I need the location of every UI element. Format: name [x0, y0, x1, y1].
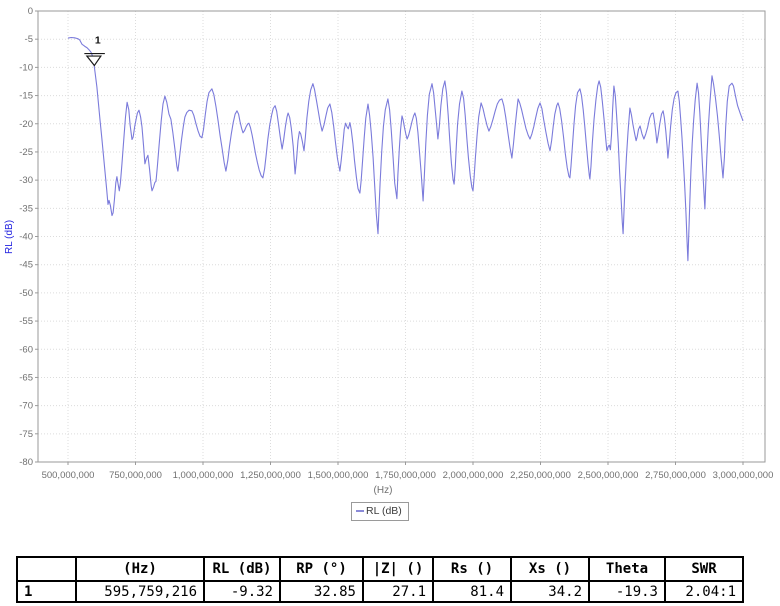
y-tick-label: -15	[19, 91, 33, 102]
y-tick-label: -20	[19, 119, 33, 130]
y-tick-label: -80	[19, 457, 33, 468]
cell-marker-number: 1	[16, 580, 77, 603]
gridlines	[38, 11, 765, 462]
y-tick-label: -50	[19, 288, 33, 299]
x-tick-label: 2,000,000,000	[443, 470, 504, 481]
rl-trace	[67, 36, 744, 262]
x-tick-label: 500,000,000	[42, 470, 95, 481]
y-tick-label: -45	[19, 260, 33, 271]
axis-tick-labels: 500,000,000 750,000,000 1,000,000,000 1,250…	[19, 6, 773, 481]
x-tick-label: 1,500,000,000	[308, 470, 369, 481]
x-tick-label: 2,500,000,000	[578, 470, 639, 481]
y-tick-label: -35	[19, 203, 33, 214]
rl-vs-frequency-chart: 500,000,000 750,000,000 1,000,000,000 1,250…	[4, 6, 773, 496]
table-header-row: (Hz) RL (dB) RP (°) |Z| () Rs () Xs () T…	[16, 556, 744, 582]
x-tick-label: 1,000,000,000	[173, 470, 234, 481]
y-tick-label: -65	[19, 372, 33, 383]
axis-ticks	[35, 10, 744, 465]
x-tick-label: 1,750,000,000	[375, 470, 436, 481]
col-header-marker	[16, 556, 77, 582]
y-tick-label: -40	[19, 232, 33, 243]
y-tick-label: -5	[25, 34, 33, 45]
col-header-rs: Rs ()	[432, 556, 512, 582]
plot-border	[37, 10, 766, 463]
y-tick-label: 0	[28, 6, 33, 17]
y-tick-label: -30	[19, 175, 33, 186]
marker-number: 1	[95, 35, 101, 47]
y-tick-label: -10	[19, 62, 33, 73]
y-tick-label: -60	[19, 344, 33, 355]
cell-swr: 2.04:1	[664, 580, 744, 603]
col-header-swr: SWR	[664, 556, 744, 582]
cell-rs: 81.4	[432, 580, 512, 603]
y-tick-label: -55	[19, 316, 33, 327]
col-header-xs: Xs ()	[510, 556, 590, 582]
legend-line-swatch-icon	[356, 510, 364, 512]
rl-trace-line	[67, 36, 744, 262]
cell-theta: -19.3	[588, 580, 666, 603]
col-header-hz: (Hz)	[75, 556, 205, 582]
marker-1-row: 1 595,759,216 -9.32 32.85 27.1 81.4 34.2…	[16, 580, 744, 603]
y-tick-label: -25	[19, 147, 33, 158]
marker-readout-table: (Hz) RL (dB) RP (°) |Z| () Rs () Xs () T…	[16, 556, 744, 603]
marker-1[interactable]: 1	[84, 35, 105, 67]
cell-frequency: 595,759,216	[75, 580, 205, 603]
cell-rp: 32.85	[279, 580, 364, 603]
x-tick-label: 750,000,000	[109, 470, 162, 481]
legend-label: RL (dB)	[366, 505, 402, 517]
x-tick-label: 2,750,000,000	[645, 470, 706, 481]
y-tick-label: -70	[19, 401, 33, 412]
x-axis-title: (Hz)	[374, 485, 393, 496]
col-header-z: |Z| ()	[362, 556, 434, 582]
cell-xs: 34.2	[510, 580, 590, 603]
x-tick-label: 3,000,000,000	[713, 470, 774, 481]
legend: RL (dB)	[351, 502, 409, 521]
y-axis-title: RL (dB)	[4, 220, 15, 254]
marker-triangle-icon	[85, 55, 102, 67]
y-tick-label: -75	[19, 429, 33, 440]
col-header-rp: RP (°)	[279, 556, 364, 582]
col-header-theta: Theta	[588, 556, 666, 582]
col-header-rl: RL (dB)	[203, 556, 281, 582]
cell-rl: -9.32	[203, 580, 281, 603]
cell-z: 27.1	[362, 580, 434, 603]
x-tick-label: 1,250,000,000	[240, 470, 301, 481]
x-tick-label: 2,250,000,000	[510, 470, 571, 481]
